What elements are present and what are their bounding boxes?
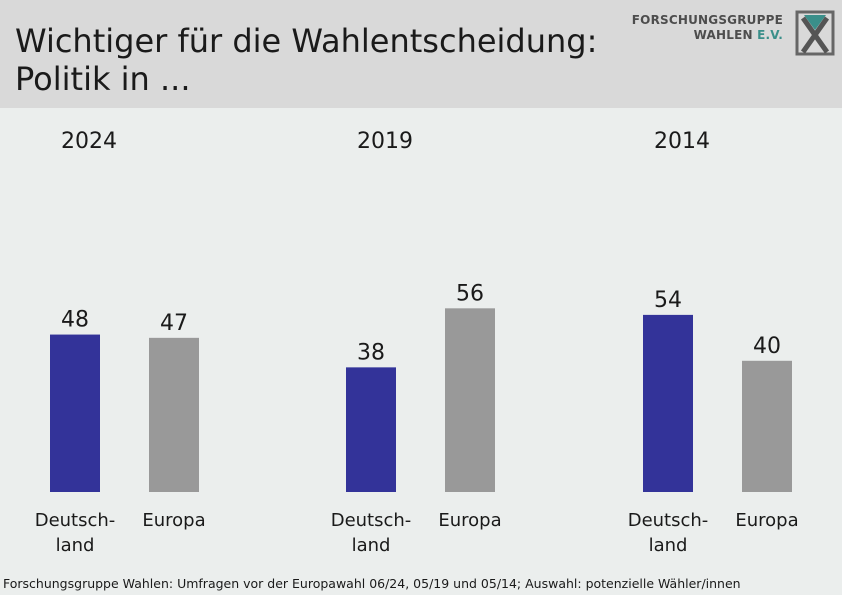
logo-x-icon — [795, 10, 835, 56]
bar-2014-deutschland — [643, 314, 693, 492]
value-label-2024-deutschland: 48 — [61, 308, 89, 333]
chart-title-line-2: Politik in ... — [15, 60, 191, 98]
year-label-2024: 2024 — [61, 129, 117, 154]
category-label-2014-deutschland-0: Deutsch- — [628, 510, 709, 531]
value-label-2019-europa: 56 — [456, 281, 484, 306]
bar-2024-deutschland — [50, 334, 100, 492]
category-label-2019-deutschland-1: land — [352, 535, 391, 556]
logo-line-2: WAHLEN E.V. — [694, 28, 783, 42]
bar-2024-europa — [149, 337, 199, 492]
source-note: Forschungsgruppe Wahlen: Umfragen vor de… — [3, 576, 741, 591]
chart-title-line-1: Wichtiger für die Wahlentscheidung: — [15, 22, 598, 60]
category-label-2024-deutschland-0: Deutsch- — [35, 510, 116, 531]
category-label-2014-europa-0: Europa — [735, 510, 798, 531]
value-label-2019-deutschland: 38 — [357, 340, 385, 365]
category-label-2024-europa-0: Europa — [142, 510, 205, 531]
header: Wichtiger für die Wahlentscheidung: Poli… — [0, 0, 842, 108]
value-label-2014-deutschland: 54 — [654, 288, 682, 313]
chart-title: Wichtiger für die Wahlentscheidung: Poli… — [15, 22, 597, 98]
logo-wahlen: WAHLEN — [693, 28, 753, 42]
logo-line-1: FORSCHUNGSGRUPPE — [631, 13, 783, 27]
category-label-2019-europa-0: Europa — [438, 510, 501, 531]
category-label-2014-deutschland-1: land — [649, 535, 688, 556]
value-label-2024-europa: 47 — [160, 311, 188, 336]
category-label-2019-deutschland-0: Deutsch- — [331, 510, 412, 531]
year-label-2019: 2019 — [357, 129, 413, 154]
bar-2019-europa — [445, 308, 495, 492]
bar-2014-europa — [742, 360, 792, 492]
category-label-2024-deutschland-1: land — [56, 535, 95, 556]
bar-chart: 2024 48 Deutsch-land 47 Europa 2019 38 Deutsch-… — [35, 129, 799, 556]
bar-2019-deutschland — [346, 367, 396, 492]
value-label-2014-europa: 40 — [753, 334, 781, 359]
logo-ev: E.V. — [757, 28, 783, 42]
year-label-2014: 2014 — [654, 129, 710, 154]
logo: FORSCHUNGSGRUPPE WAHLEN E.V. — [632, 8, 835, 58]
